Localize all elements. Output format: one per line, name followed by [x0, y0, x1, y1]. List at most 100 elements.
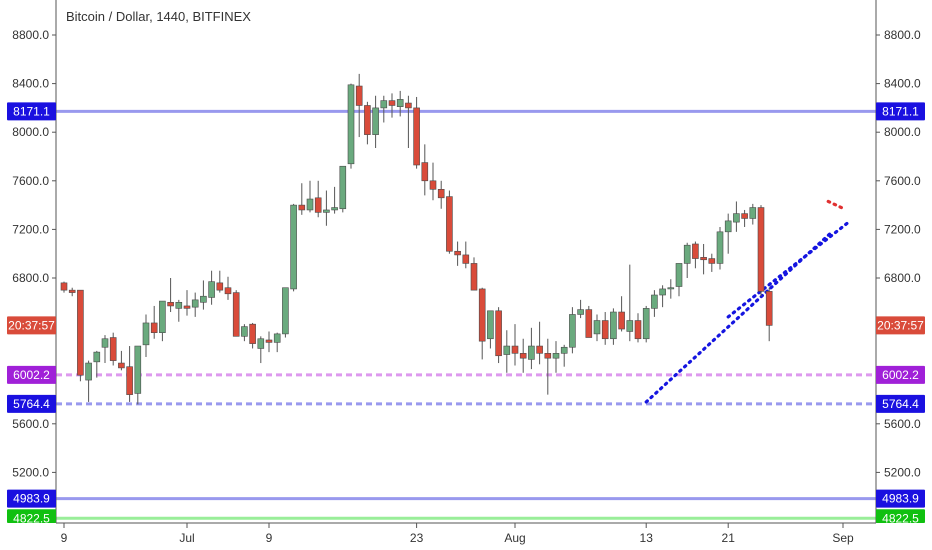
- candle[interactable]: [257, 336, 265, 364]
- candle[interactable]: [290, 203, 297, 292]
- candle[interactable]: [503, 330, 511, 373]
- candle[interactable]: [700, 243, 707, 275]
- time-axis[interactable]: 9 Jul 9 23 Aug 13 21 Sep: [61, 523, 854, 545]
- candle[interactable]: [118, 350, 125, 371]
- candle[interactable]: [692, 241, 699, 269]
- level-value-box-right: 8171.1: [876, 102, 925, 121]
- candle[interactable]: [85, 360, 92, 402]
- candle[interactable]: [511, 324, 519, 366]
- candle[interactable]: [716, 226, 724, 270]
- candle[interactable]: [675, 263, 683, 297]
- candle[interactable]: [429, 162, 437, 201]
- candle[interactable]: [683, 242, 691, 278]
- candle[interactable]: [101, 335, 109, 364]
- candle[interactable]: [601, 312, 609, 345]
- candle[interactable]: [159, 300, 166, 342]
- candle[interactable]: [478, 287, 486, 360]
- candle-body: [339, 165, 347, 210]
- candle[interactable]: [314, 180, 322, 218]
- trendline[interactable]: [826, 199, 843, 210]
- candle[interactable]: [68, 287, 76, 297]
- candle[interactable]: [167, 278, 174, 313]
- candle[interactable]: [528, 327, 535, 370]
- x-tick-label: Jul: [179, 531, 194, 545]
- candle[interactable]: [421, 144, 429, 196]
- candle[interactable]: [765, 287, 773, 342]
- candle[interactable]: [109, 332, 117, 366]
- candle[interactable]: [618, 296, 625, 332]
- candle[interactable]: [651, 290, 658, 317]
- candle[interactable]: [372, 95, 379, 148]
- candle-layer[interactable]: [60, 73, 773, 405]
- candle[interactable]: [585, 305, 593, 338]
- level-value-box-left: 4983.9: [7, 489, 56, 508]
- candle[interactable]: [536, 321, 543, 365]
- candle[interactable]: [298, 183, 306, 215]
- candle[interactable]: [323, 190, 330, 226]
- candle[interactable]: [216, 270, 224, 293]
- candle[interactable]: [364, 101, 371, 145]
- candle[interactable]: [273, 332, 281, 353]
- candle[interactable]: [659, 285, 666, 308]
- candle-body: [200, 295, 207, 303]
- candle[interactable]: [183, 290, 191, 316]
- candle-body: [610, 311, 617, 340]
- candle[interactable]: [667, 279, 675, 299]
- candle[interactable]: [708, 253, 716, 272]
- candle[interactable]: [519, 338, 527, 373]
- candle[interactable]: [200, 280, 207, 310]
- candle[interactable]: [552, 341, 560, 373]
- candle[interactable]: [126, 346, 133, 402]
- svg-text:8171.1: 8171.1: [882, 104, 919, 118]
- candle[interactable]: [331, 186, 338, 214]
- candle[interactable]: [733, 201, 740, 232]
- candle[interactable]: [642, 305, 650, 343]
- candle-body: [273, 333, 281, 343]
- candle[interactable]: [60, 281, 68, 293]
- candle[interactable]: [191, 292, 199, 317]
- candle[interactable]: [544, 338, 552, 395]
- candle[interactable]: [610, 308, 617, 345]
- candle[interactable]: [454, 241, 461, 266]
- candle[interactable]: [405, 95, 412, 148]
- candle[interactable]: [470, 257, 478, 291]
- candle[interactable]: [437, 180, 445, 209]
- candle[interactable]: [724, 213, 732, 254]
- candle[interactable]: [593, 314, 601, 342]
- candle[interactable]: [306, 180, 314, 213]
- candle[interactable]: [347, 83, 355, 169]
- candle[interactable]: [339, 165, 347, 213]
- candle[interactable]: [208, 270, 215, 305]
- candle[interactable]: [741, 209, 748, 227]
- candle[interactable]: [749, 203, 757, 225]
- candle[interactable]: [93, 350, 101, 378]
- candle[interactable]: [413, 96, 420, 169]
- trendline[interactable]: [726, 221, 849, 319]
- candle[interactable]: [577, 299, 584, 319]
- candle[interactable]: [249, 322, 256, 349]
- candle[interactable]: [282, 287, 289, 338]
- candle[interactable]: [569, 307, 576, 354]
- candle[interactable]: [560, 344, 568, 367]
- candle-body: [372, 107, 379, 135]
- candle[interactable]: [150, 305, 158, 339]
- candle[interactable]: [634, 313, 642, 343]
- candle[interactable]: [134, 345, 142, 405]
- candle[interactable]: [626, 264, 634, 342]
- candle[interactable]: [380, 95, 388, 123]
- candle[interactable]: [388, 93, 396, 118]
- candle[interactable]: [232, 290, 240, 337]
- candle[interactable]: [487, 310, 494, 349]
- candle[interactable]: [77, 289, 84, 382]
- candle[interactable]: [355, 73, 363, 138]
- candle[interactable]: [462, 241, 470, 269]
- candle[interactable]: [224, 276, 232, 300]
- candle[interactable]: [142, 314, 150, 357]
- candle[interactable]: [175, 299, 183, 322]
- candle[interactable]: [495, 307, 502, 364]
- candle[interactable]: [396, 90, 404, 117]
- candle[interactable]: [241, 324, 248, 342]
- candle[interactable]: [446, 190, 453, 254]
- candle[interactable]: [265, 331, 273, 353]
- candle[interactable]: [757, 205, 765, 297]
